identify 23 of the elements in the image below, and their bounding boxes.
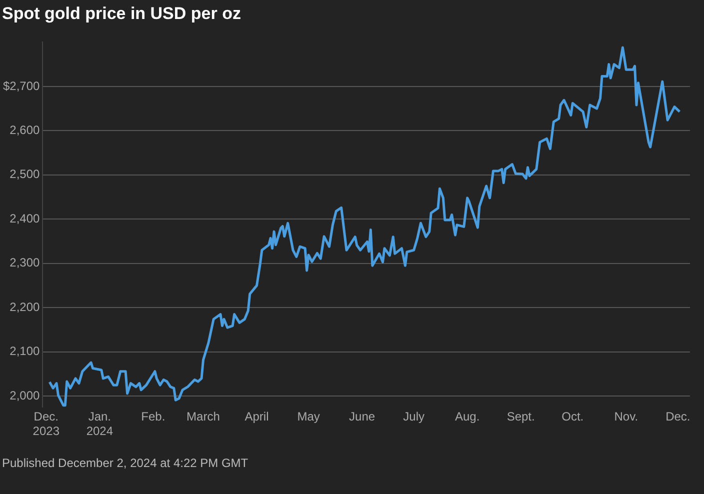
x-tick-label: March — [186, 410, 220, 424]
chart-title: Spot gold price in USD per oz — [2, 4, 241, 24]
x-tick-label: Aug. — [454, 410, 480, 424]
x-tick-label: July — [403, 410, 424, 424]
y-tick-label: 2,100 — [10, 344, 40, 358]
x-tick-label: May — [297, 410, 320, 424]
x-tick-label: Oct. — [562, 410, 584, 424]
y-tick-label: $2,700 — [3, 78, 40, 93]
x-tick-label: Dec. — [666, 410, 690, 424]
y-tick-label: 2,600 — [10, 122, 40, 137]
x-tick-label: June — [349, 410, 376, 424]
x-tick-label: Sept. — [506, 410, 535, 424]
y-tick-label: 2,000 — [10, 388, 40, 402]
x-tick-label: Feb. — [141, 410, 166, 424]
y-tick-label: 2,300 — [10, 256, 40, 270]
y-tick-label: 2,200 — [10, 300, 40, 314]
x-tick-label: Nov. — [614, 410, 638, 424]
y-tick-label: 2,400 — [10, 211, 40, 226]
y-tick-label: 2,500 — [10, 167, 40, 182]
x-tick-label: Jan. 2024 — [86, 410, 114, 438]
x-tick-label: April — [244, 410, 269, 424]
x-tick-label: Dec. 2023 — [32, 410, 60, 438]
text: Published December 2, 2024 at 4:22 PM GMT — [2, 456, 248, 470]
